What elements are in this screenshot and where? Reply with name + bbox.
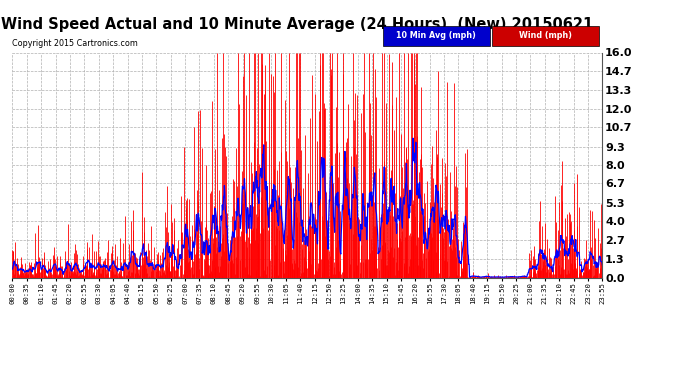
Text: 10 Min Avg (mph): 10 Min Avg (mph): [397, 32, 476, 40]
Text: Copyright 2015 Cartronics.com: Copyright 2015 Cartronics.com: [12, 39, 138, 48]
Text: Wind Speed Actual and 10 Minute Average (24 Hours)  (New) 20150621: Wind Speed Actual and 10 Minute Average …: [1, 17, 593, 32]
Text: Wind (mph): Wind (mph): [519, 32, 572, 40]
